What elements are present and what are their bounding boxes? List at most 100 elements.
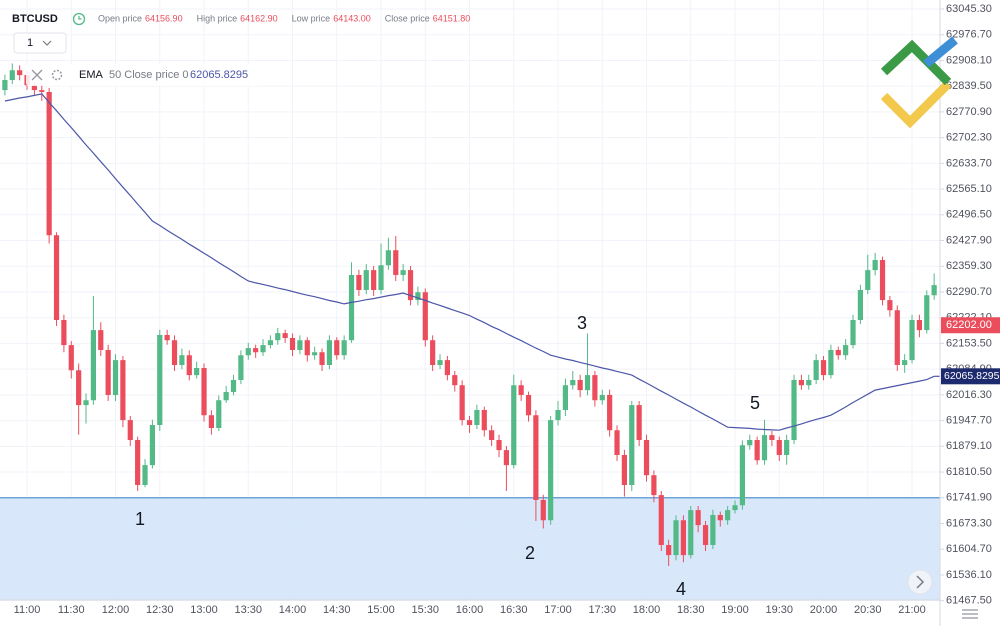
candle-body [909,319,915,361]
candle-body [83,400,89,406]
candle-body [400,270,406,275]
candle-body [46,91,52,236]
y-tick-label: 61879.10 [946,440,992,452]
candle-body [2,79,8,91]
interval-box[interactable] [13,32,67,54]
candle-body [76,370,82,406]
candle-body [393,250,399,275]
candle-body [806,379,812,386]
candle-body [179,355,185,365]
candle-body [334,340,340,356]
field-value: 64151.80 [433,13,471,23]
candle-body [533,415,539,500]
candle-body [319,352,325,365]
candle-body [879,259,886,301]
y-tick-label: 61467.50 [946,595,992,607]
candle-body [363,270,369,290]
interval-select[interactable]: 1 [13,32,67,54]
candle-body [621,454,627,485]
candle-body [607,394,613,431]
x-tick-label: 11:30 [58,604,85,616]
settings-icon[interactable] [51,69,63,81]
candle-body [385,250,391,266]
candle-body [820,360,827,376]
candle-body [695,510,701,526]
candle-body [761,435,768,461]
close-icon[interactable] [31,69,43,81]
candle-body [466,420,473,425]
candle-body [61,319,67,346]
candle-body [924,295,930,331]
candle-body [326,340,332,365]
y-tick-label: 62770.90 [946,106,992,118]
y-tick-label: 61604.70 [946,543,992,555]
candle-body [540,499,546,521]
candle-body [754,439,760,461]
candle-body [577,379,583,391]
candle-body [230,379,237,392]
x-tick-label: 14:00 [279,604,307,616]
scroll-arrow[interactable] [916,575,925,589]
x-tick-label: 17:30 [589,604,617,616]
ema-params: 50 Close price 0 [109,69,189,81]
x-tick-label: 12:00 [102,604,130,616]
candle-body [135,439,141,485]
axis-settings[interactable] [962,609,978,619]
candle-body [673,520,679,556]
candle-body [931,285,937,296]
candle-body [437,360,443,365]
interval[interactable]: 1 [27,37,33,49]
field-label: Open price [98,13,142,23]
candle-body [289,337,296,350]
candle-body [142,465,148,485]
candle-body [245,348,251,356]
scroll-circle[interactable] [907,569,933,595]
candle-body [208,415,214,428]
candle-body [902,360,908,365]
scroll-button[interactable] [907,569,933,595]
candle-body [813,360,819,380]
candle-body [304,340,310,356]
candle-body [835,349,841,356]
candle-body [348,274,355,341]
price-box-label: 62202.00 [946,319,992,331]
chevron[interactable] [42,40,52,46]
candle-body [149,424,155,466]
candle-body [503,450,509,466]
candle-body [120,360,126,421]
zone-layer [0,497,940,600]
y-tick-label: 62633.70 [946,157,992,169]
candle-body [739,445,745,506]
y-tick-label: 62427.90 [946,234,992,246]
candle-body [98,330,104,350]
candle-body [658,495,664,545]
candle-body [223,391,229,401]
candle-body [253,348,259,353]
y-tick-label: 62290.70 [946,286,992,298]
candle-body [275,333,281,341]
x-tick-label: 13:00 [190,604,218,616]
candle-body [592,375,598,401]
candle-body [267,340,273,346]
y-tick-label: 62016.30 [946,389,992,401]
field-label: Low price [292,13,331,23]
candle-body [784,439,790,455]
y-tick-label: 63045.30 [946,3,992,15]
wave-label: 2 [525,543,535,563]
candle-body [570,379,576,386]
wave-label: 3 [577,313,587,333]
candle-body [843,345,849,356]
x-tick-label: 13:30 [235,604,263,616]
x-tick-label: 20:00 [810,604,838,616]
candle-body [776,439,782,455]
candle-body [548,420,554,521]
candle-body [688,510,694,556]
ema-value: 62065.8295 [190,69,248,81]
candle-body [430,340,436,365]
y-tick-label: 61673.30 [946,517,992,529]
y-tick-label: 62839.50 [946,80,992,92]
x-tick-label: 14:30 [323,604,351,616]
settings-lines[interactable] [962,609,978,619]
candle-body [201,367,207,416]
